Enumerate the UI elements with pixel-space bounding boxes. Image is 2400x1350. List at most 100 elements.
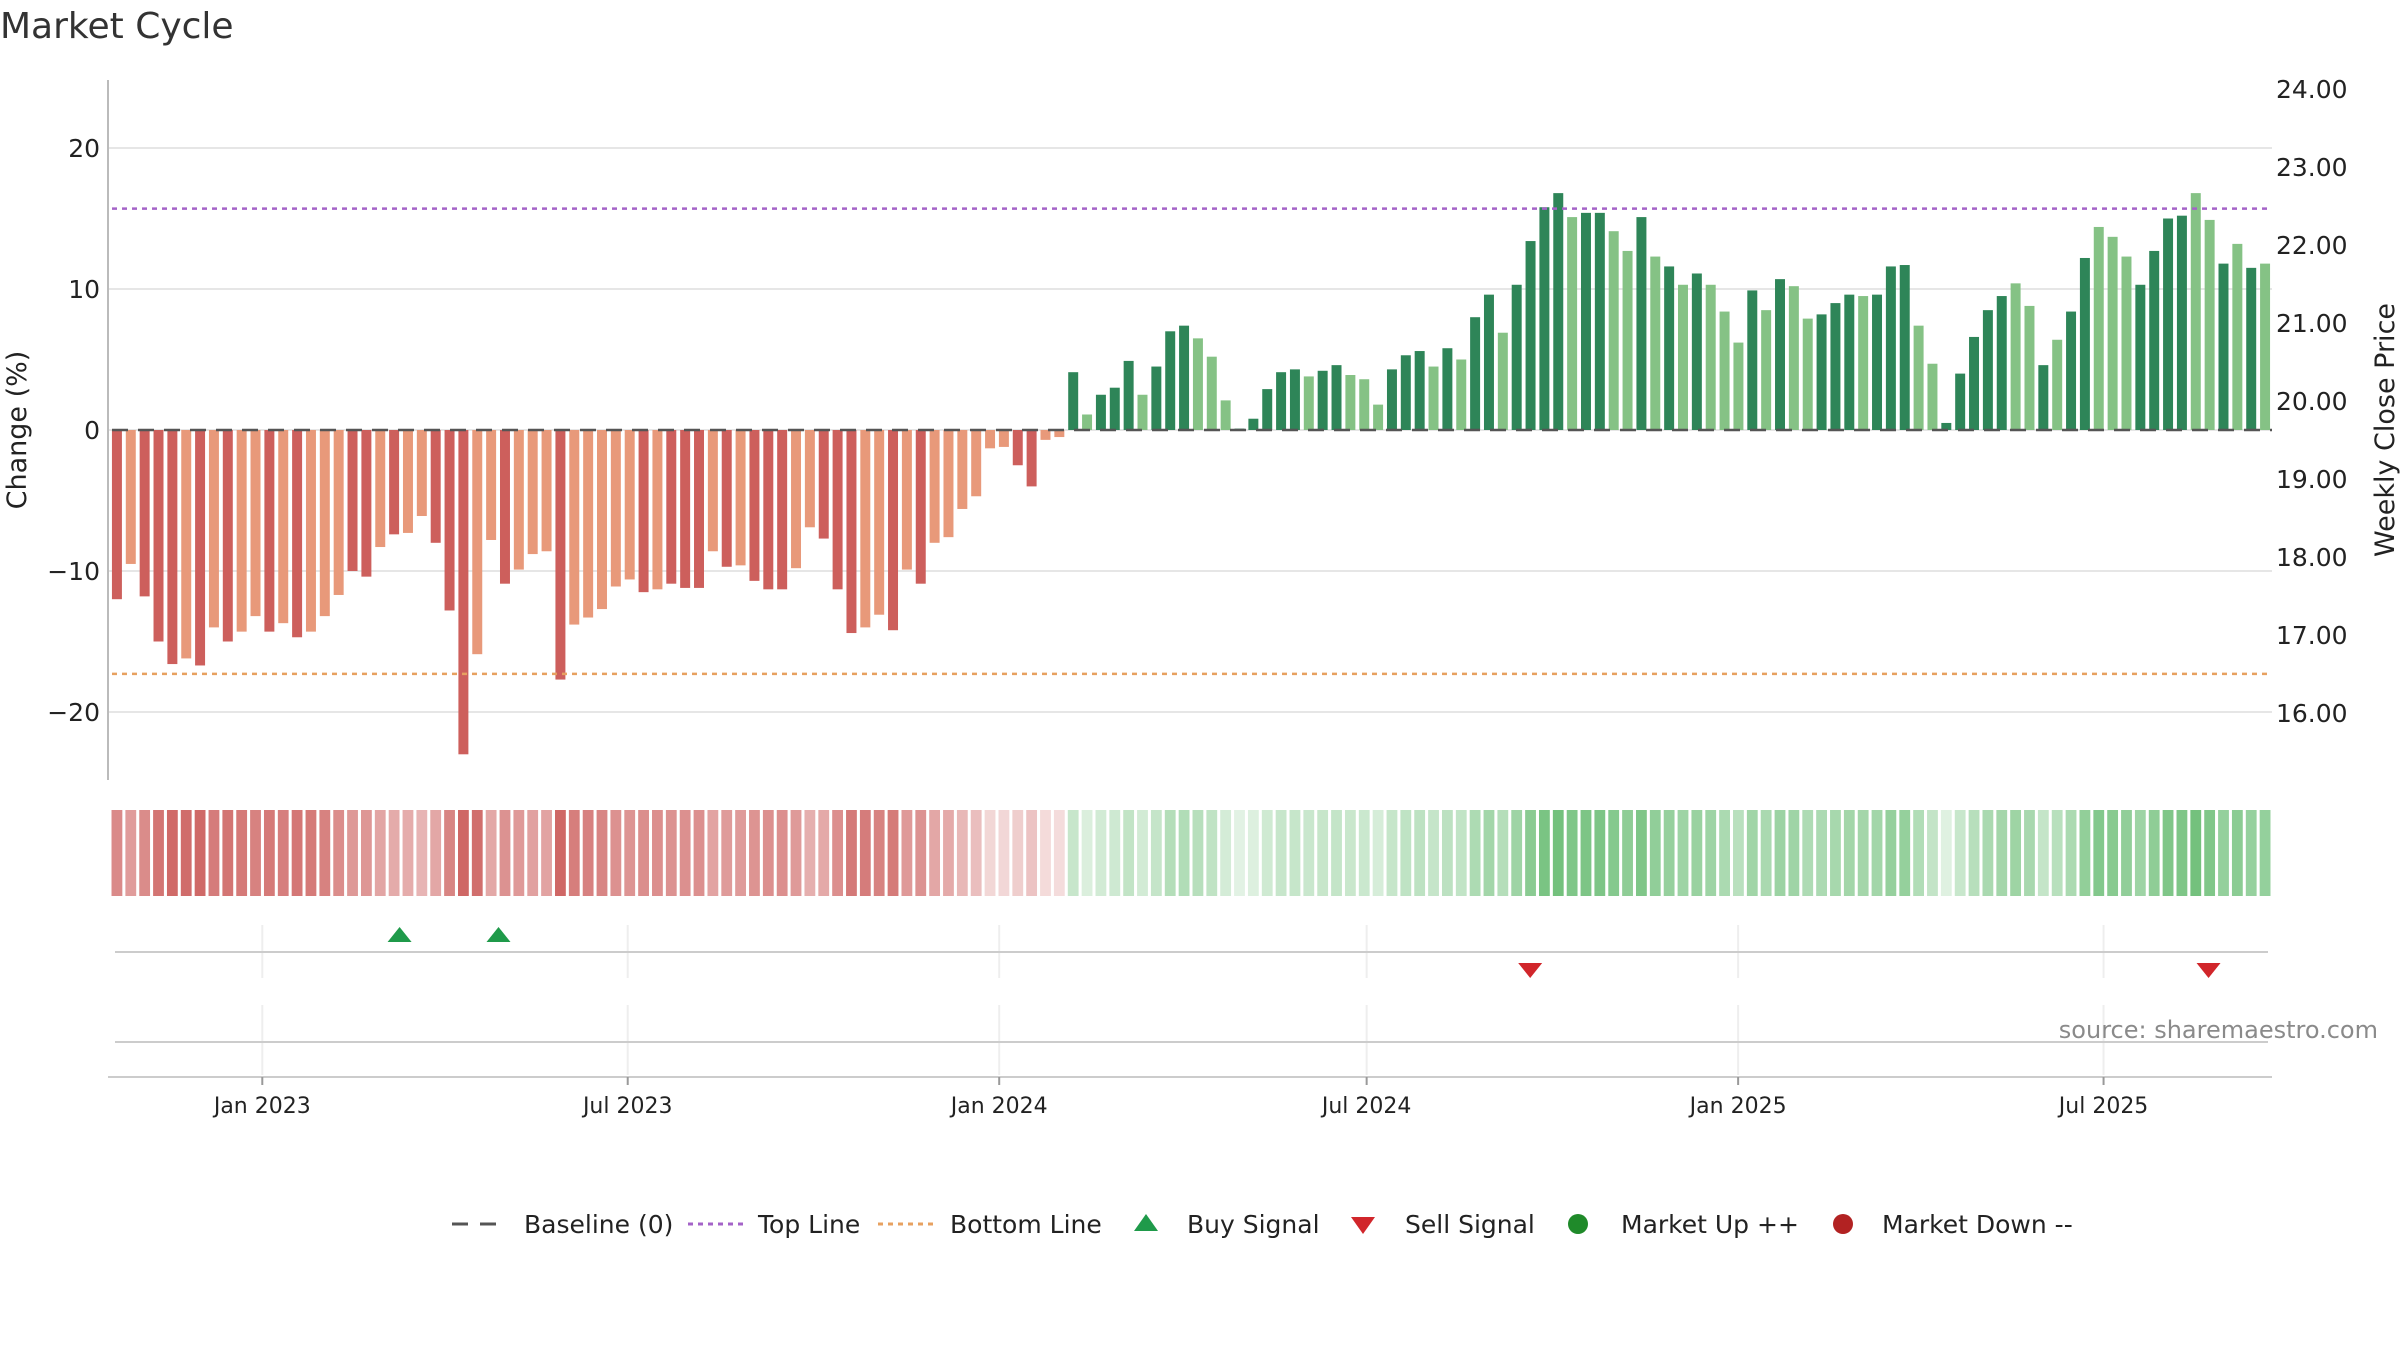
x-tick-label: Jul 2025 (2057, 1094, 2149, 1119)
heat-cell (1871, 810, 1883, 896)
heat-cell (1636, 810, 1647, 896)
change-bar (1816, 314, 1827, 430)
y-tick-label: −10 (47, 557, 100, 586)
buy-signal-marker (486, 927, 511, 942)
change-bar (2135, 284, 2146, 430)
change-bar (1220, 400, 1231, 430)
heat-cell (1358, 810, 1370, 896)
change-bar (1497, 332, 1508, 430)
change-bar (1858, 296, 1869, 430)
right-y-axis: 24.00 23.00 22.00 21.00 20.00 19.00 18.00 17.00… (2276, 75, 2348, 728)
change-bar (486, 430, 497, 540)
heat-cell (153, 810, 164, 896)
change-bar (1206, 356, 1217, 430)
change-bar (2010, 283, 2021, 430)
change-bar (1068, 372, 1079, 430)
change-bar (666, 430, 677, 584)
heat-cell (1026, 810, 1038, 896)
heat-cell (374, 810, 386, 896)
change-bar (1899, 265, 1910, 430)
heat-cell (208, 810, 220, 896)
heat-cell (943, 810, 954, 896)
heat-cell (1996, 810, 2008, 896)
x-tick-label: Jan 2023 (212, 1094, 311, 1119)
change-bar (305, 430, 316, 632)
change-bar (1470, 317, 1481, 430)
heat-cell (1899, 810, 1911, 896)
heat-cell (2024, 810, 2035, 896)
change-bar (555, 430, 566, 680)
change-bar (1289, 369, 1300, 430)
change-bar (513, 430, 524, 570)
change-bar (583, 430, 594, 618)
change-bar (680, 430, 691, 588)
heat-cell (2259, 810, 2271, 896)
right-tick-label: 22.00 (2276, 231, 2348, 260)
heat-cell (901, 810, 913, 896)
heat-cell (2176, 810, 2188, 896)
change-bar (264, 430, 275, 632)
change-bar (1109, 387, 1120, 430)
change-bar (1747, 290, 1758, 430)
change-bar (1373, 404, 1384, 430)
heat-cell (1733, 810, 1744, 896)
heat-cell (1414, 810, 1426, 896)
heat-cell (1275, 810, 1287, 896)
change-bar (1678, 284, 1688, 430)
change-bar (2190, 193, 2201, 430)
change-bar (2052, 339, 2063, 430)
change-bar (1165, 331, 1176, 430)
heat-cell (1746, 810, 1758, 896)
heat-cell (1982, 810, 1994, 896)
change-bar (1442, 348, 1453, 430)
heat-cell (2093, 810, 2105, 896)
heat-cell (1441, 810, 1453, 896)
change-bar (1580, 212, 1591, 430)
signal-panel (115, 925, 2268, 1075)
heat-cell (1400, 810, 1412, 896)
change-bar (1844, 294, 1855, 430)
heat-cell (263, 810, 275, 896)
change-bar (347, 430, 358, 571)
legend-marker-market_down (1833, 1214, 1853, 1234)
heat-cell (1968, 810, 1980, 896)
heat-cell (832, 810, 843, 896)
change-bars (111, 193, 2271, 755)
y-tick-label: 0 (84, 416, 100, 445)
y-tick-label: 10 (68, 275, 100, 304)
change-bar (1054, 430, 1065, 438)
heat-cell (1150, 810, 1162, 896)
heat-cell (1455, 810, 1467, 896)
change-bar (319, 430, 330, 617)
heat-cell (1040, 810, 1051, 896)
heat-cell (1511, 810, 1523, 896)
change-bar (1969, 336, 1980, 430)
heat-cell (1816, 810, 1827, 896)
right-tick-label: 20.00 (2276, 387, 2348, 416)
legend-label-top_line: Top Line (757, 1210, 860, 1239)
change-bar (2066, 311, 2077, 430)
change-bar (195, 430, 206, 666)
heat-cell (693, 810, 705, 896)
heat-cell (1206, 810, 1218, 896)
threshold-lines (112, 207, 2272, 676)
heat-cell (984, 810, 996, 896)
change-bar (652, 430, 663, 590)
sell-signal-marker (2196, 963, 2221, 978)
change-bar (1705, 284, 1716, 430)
heat-cell (1857, 810, 1869, 896)
right-tick-label: 17.00 (2276, 621, 2348, 650)
heat-cell (1802, 810, 1814, 896)
heat-cell (2148, 810, 2160, 896)
right-tick-label: 19.00 (2276, 465, 2348, 494)
change-bar (804, 430, 815, 528)
change-bar (125, 430, 136, 564)
heat-cell (1331, 810, 1342, 896)
heat-cell (513, 810, 525, 896)
heat-cell (1885, 810, 1897, 896)
change-bar (1095, 394, 1106, 430)
heat-cell (790, 810, 802, 896)
heat-cell (1566, 810, 1578, 896)
change-bar (1123, 360, 1134, 430)
change-bar (2121, 256, 2132, 430)
